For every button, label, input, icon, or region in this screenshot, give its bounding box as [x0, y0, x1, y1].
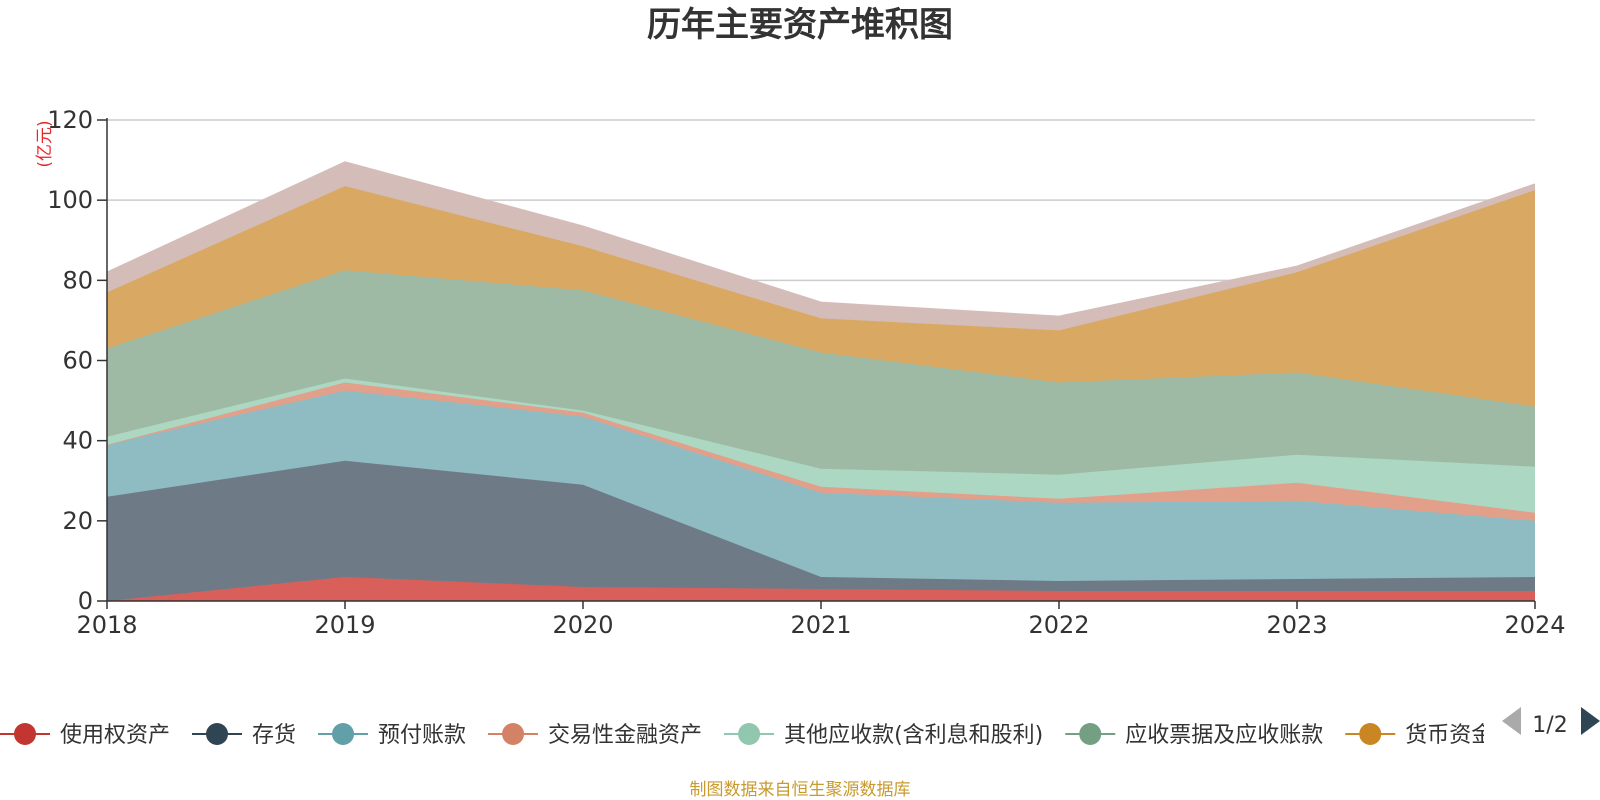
- y-tick-label: 80: [62, 266, 93, 294]
- data-source-note: 制图数据来自恒生聚源数据库: [690, 780, 911, 800]
- legend-item[interactable]: 使用权资产: [0, 723, 170, 748]
- legend-marker-icon: [206, 723, 229, 745]
- legend-label: 应收票据及应收账款: [1125, 723, 1323, 748]
- area-series-6: [107, 186, 1535, 407]
- area-series-2: [107, 390, 1535, 581]
- area-series-3: [107, 382, 1535, 521]
- legend-label: 使用权资产: [60, 723, 170, 748]
- legend-page-indicator: 1/2: [1532, 713, 1567, 738]
- legend-marker-icon: [502, 723, 525, 745]
- y-tick-label: 120: [47, 106, 93, 134]
- legend-next-page-icon[interactable]: [1581, 707, 1600, 735]
- x-tick-label: 2022: [1028, 611, 1089, 639]
- legend-prev-page-icon[interactable]: [1502, 707, 1521, 735]
- legend-item[interactable]: 交易性金融资产: [488, 723, 702, 748]
- x-tick-label: 2024: [1504, 611, 1565, 639]
- legend-label: 其他应收款(含利息和股利): [784, 723, 1043, 748]
- legend-pager: 1/2: [1502, 707, 1600, 738]
- axes: 0 20 40 60 80 100 120 2018 2019 2020 2021 2022 2023 2…: [47, 106, 1565, 639]
- legend-item[interactable]: 预付账款: [318, 723, 466, 748]
- area-series-1: [107, 460, 1535, 601]
- legend-label: 交易性金融资产: [548, 723, 702, 748]
- x-tick-label: 2018: [76, 611, 137, 639]
- y-tick-label: 0: [78, 587, 93, 615]
- x-tick-label: 2021: [790, 611, 851, 639]
- area-edge-7: [106, 161, 1536, 318]
- area-series-4: [107, 378, 1535, 513]
- legend-item[interactable]: 存货: [192, 723, 296, 748]
- area-series-7: [107, 162, 1535, 331]
- legend-label: 货币资金: [1405, 723, 1493, 748]
- legend-item[interactable]: 货币资金: [1345, 723, 1493, 748]
- legend-marker-icon: [1359, 723, 1382, 745]
- legend-item[interactable]: 应收票据及应收账款: [1065, 723, 1323, 748]
- x-tick-label: 2019: [314, 611, 375, 639]
- stacked-areas: [106, 161, 1536, 602]
- legend-label: 预付账款: [378, 723, 466, 748]
- legend-marker-icon: [332, 723, 355, 745]
- y-tick-label: 60: [62, 347, 93, 375]
- y-tick-label: 100: [47, 186, 93, 214]
- legend-marker-icon: [738, 723, 761, 745]
- y-tick-label: 40: [62, 427, 93, 455]
- chart-title: 历年主要资产堆积图: [647, 5, 953, 45]
- y-axis-unit: (亿元): [35, 120, 55, 167]
- legend-marker-icon: [1079, 723, 1102, 745]
- legend: 使用权资产 存货 预付账款 交易性金融资产 其他应收款(含利息和股利) 应收票据及应收账款…: [0, 723, 1493, 748]
- legend-marker-icon: [14, 723, 36, 745]
- x-tick-label: 2020: [552, 611, 613, 639]
- legend-label: 存货: [252, 723, 296, 748]
- legend-items: 使用权资产 存货 预付账款 交易性金融资产 其他应收款(含利息和股利) 应收票据及应收账款…: [0, 723, 1493, 748]
- area-series-5: [107, 270, 1535, 475]
- y-tick-label: 20: [62, 507, 93, 535]
- legend-item[interactable]: 其他应收款(含利息和股利): [724, 723, 1043, 748]
- x-tick-label: 2023: [1266, 611, 1327, 639]
